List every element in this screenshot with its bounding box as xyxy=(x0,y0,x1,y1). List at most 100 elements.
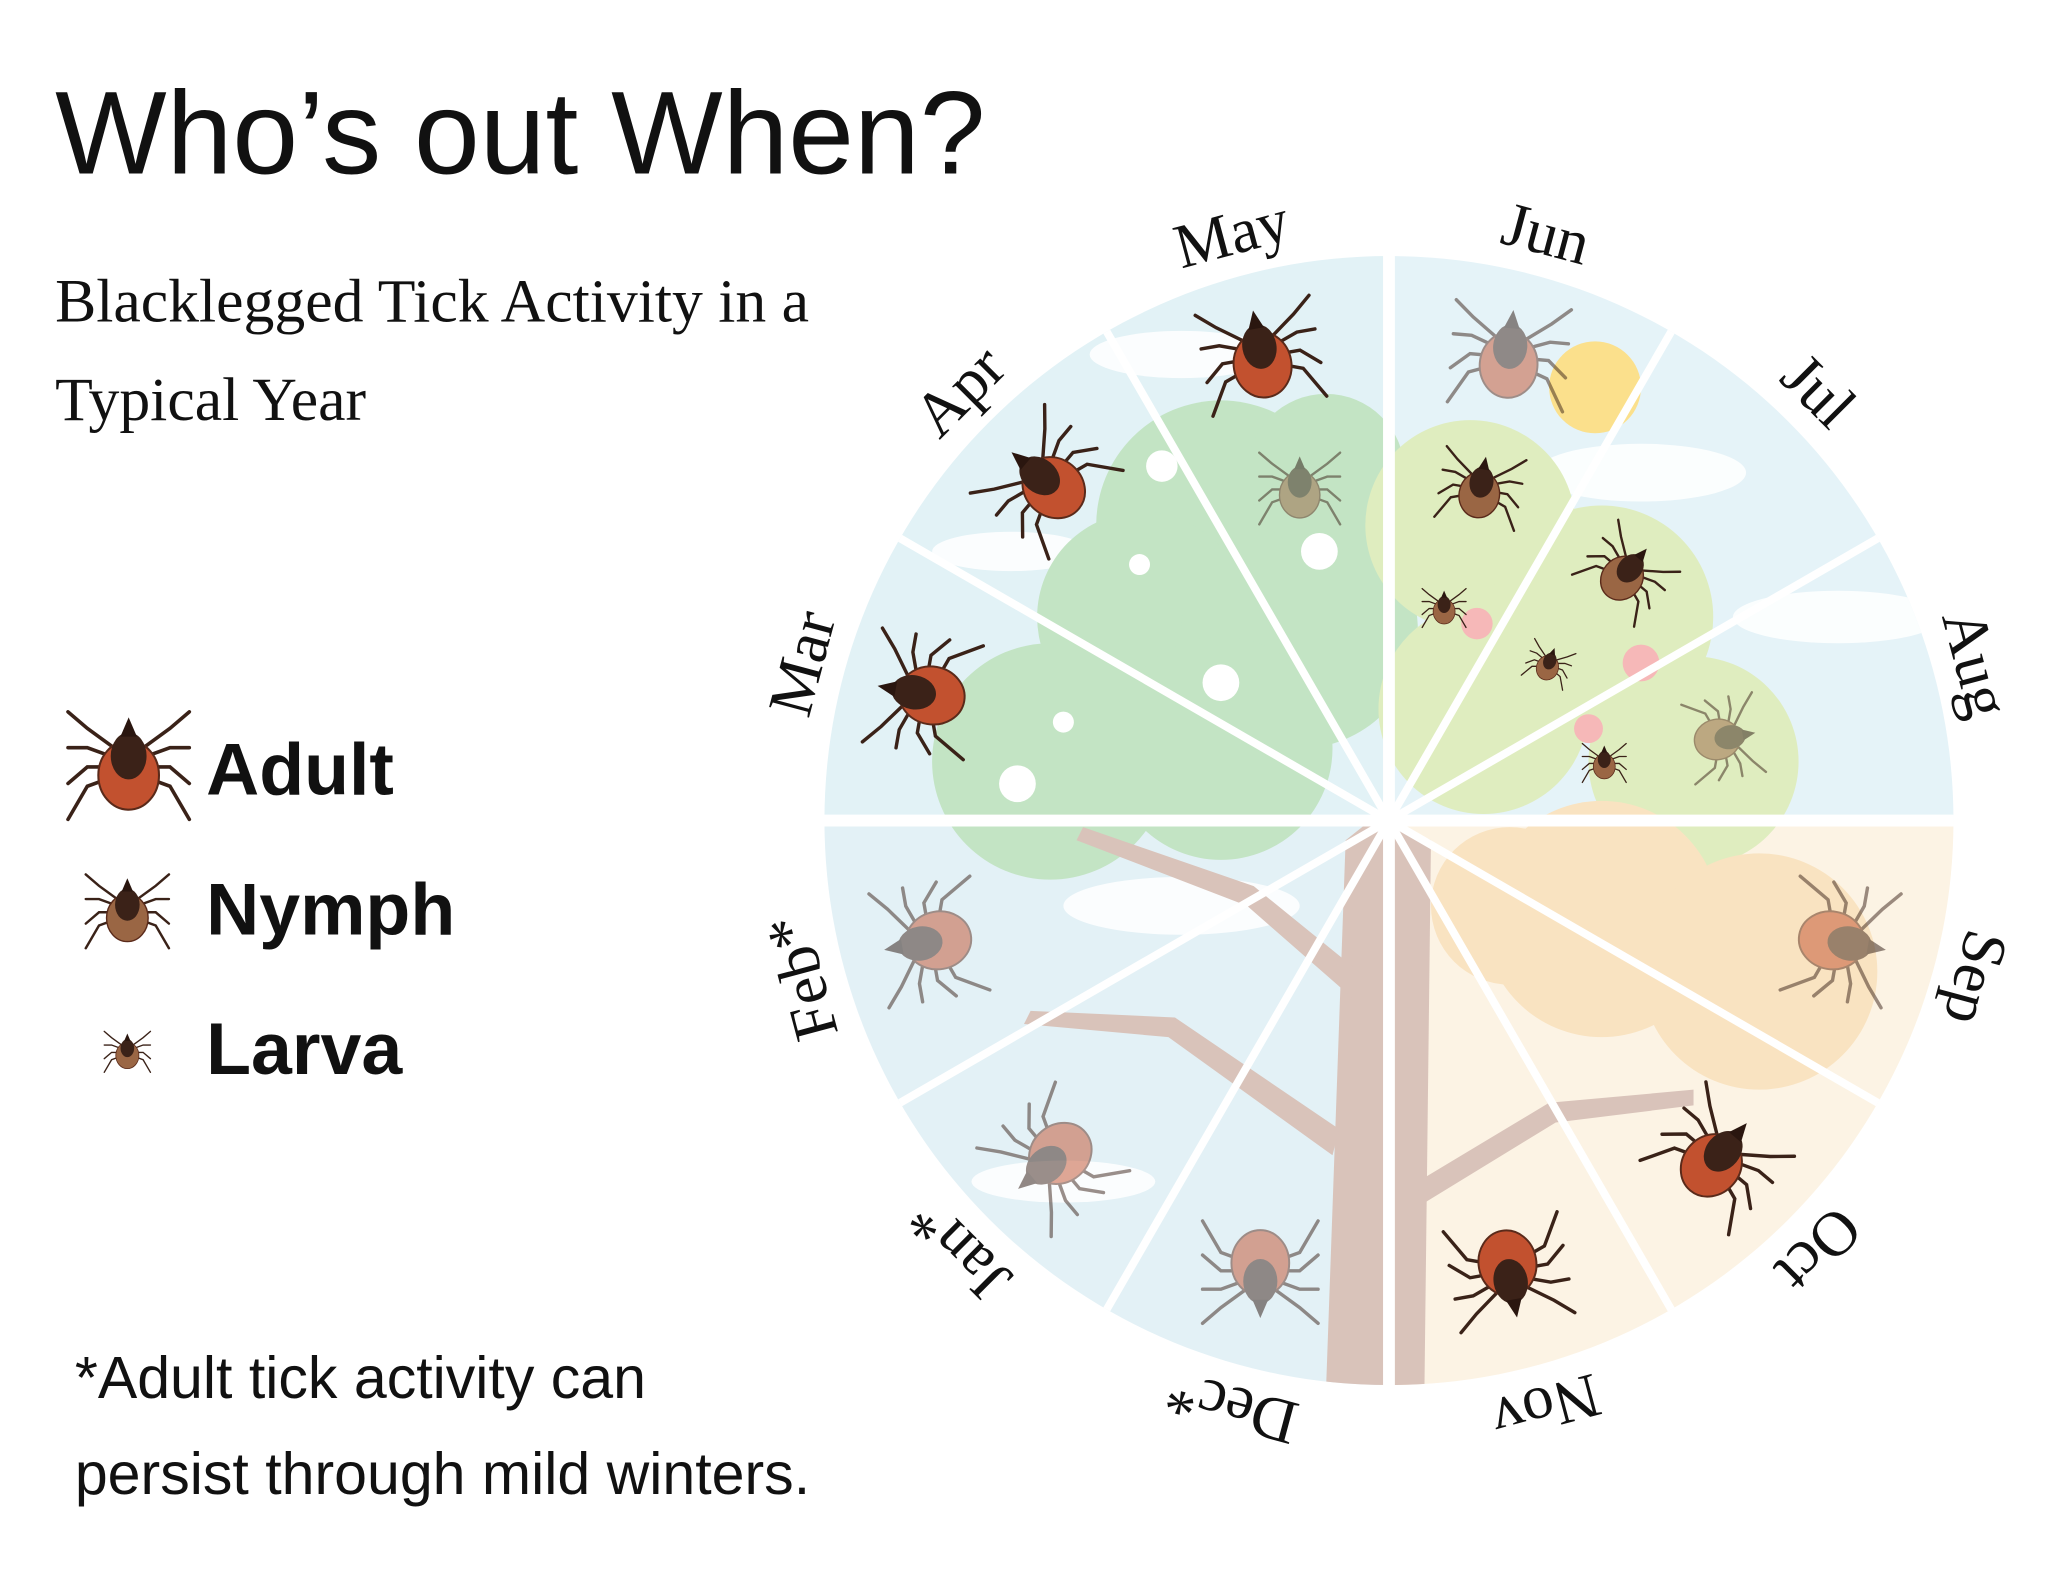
tick-head xyxy=(877,681,898,697)
tick-leg xyxy=(860,700,909,744)
tick-leg xyxy=(1520,1282,1577,1315)
tick-leg xyxy=(66,710,120,753)
tick-head xyxy=(1866,938,1886,955)
tick-head xyxy=(1011,452,1031,471)
divider-line xyxy=(1385,818,1675,1312)
tick-head xyxy=(1248,310,1264,330)
tick-scutum xyxy=(1543,652,1557,670)
tick-leg xyxy=(1447,587,1467,604)
tick-head xyxy=(1478,456,1490,471)
tick-scutum xyxy=(1437,596,1451,614)
tick-leg xyxy=(1637,569,1682,574)
tick-head xyxy=(1506,1297,1522,1318)
adult-tick xyxy=(860,626,986,762)
tick-head xyxy=(884,938,904,955)
tick-head xyxy=(1728,1123,1747,1143)
adult-tick xyxy=(1441,1210,1577,1335)
tick-leg xyxy=(867,892,916,936)
tick-head xyxy=(1294,456,1306,470)
adult-tick xyxy=(1445,298,1574,414)
sun xyxy=(1549,341,1642,434)
tick-leg xyxy=(1733,742,1768,774)
adult-tick xyxy=(867,874,992,1010)
tick-leg xyxy=(1040,402,1047,467)
tick-scutum xyxy=(898,926,943,961)
divider-line xyxy=(1103,818,1393,1312)
tick-leg xyxy=(1732,1152,1797,1159)
tick-leg xyxy=(1854,892,1903,936)
subtitle: Blacklegged Tick Activity in a xyxy=(55,268,809,336)
month-label: Aug xyxy=(1928,602,2024,725)
tick-scutum xyxy=(115,888,140,921)
adult-tick xyxy=(1778,874,1903,1010)
tick-leg xyxy=(1731,691,1754,731)
tick-leg xyxy=(1616,518,1629,562)
legend-label: Larva xyxy=(206,1007,403,1090)
tick-scutum xyxy=(1827,926,1872,961)
month-label: Sep xyxy=(1930,923,2022,1032)
month-label: Jun xyxy=(1495,188,1598,278)
divider-line xyxy=(1385,329,1675,823)
tick-leg xyxy=(975,1146,1038,1163)
legend-label: Adult xyxy=(206,727,394,810)
divider-line xyxy=(898,817,1391,1107)
tick-leg xyxy=(1553,652,1577,662)
tick-scutum xyxy=(120,1039,135,1058)
tick-leg xyxy=(880,626,913,683)
larva-tick xyxy=(103,1030,152,1074)
tick-leg xyxy=(1445,444,1477,479)
adult-tick xyxy=(968,402,1125,561)
dividers xyxy=(824,256,1954,1386)
tick-scutum xyxy=(1025,1145,1067,1185)
divider-line xyxy=(1386,817,1880,1107)
tick-scutum xyxy=(1493,324,1528,369)
tick-leg xyxy=(137,710,192,753)
tick-leg xyxy=(1519,308,1574,345)
legend: Adult Nymph Larva xyxy=(66,710,455,1090)
tick-head xyxy=(1601,745,1608,753)
tick-leg xyxy=(1704,1080,1721,1143)
tick-leg xyxy=(968,478,1031,495)
footnote: persist through mild winters. xyxy=(75,1441,810,1507)
larva-tick xyxy=(1520,637,1577,691)
tick-head xyxy=(1503,310,1520,330)
tick-scutum xyxy=(1287,466,1312,498)
tick-scutum xyxy=(1469,466,1494,498)
tick-leg xyxy=(84,873,122,903)
tick-leg xyxy=(1193,313,1250,346)
tick-leg xyxy=(133,873,171,903)
flowers xyxy=(999,450,1338,803)
tick-scutum xyxy=(891,675,936,710)
tick-head xyxy=(120,717,137,737)
tick-scutum xyxy=(1493,1259,1528,1304)
tick-scutum xyxy=(110,732,147,780)
tick-leg xyxy=(1607,742,1627,759)
tick-leg xyxy=(1421,587,1441,604)
tick-leg xyxy=(103,1030,124,1047)
nymph-tick xyxy=(84,873,171,950)
tick-head xyxy=(1549,647,1556,656)
larva-tick xyxy=(1581,742,1627,784)
tick-head xyxy=(1252,1299,1269,1319)
tick-scutum xyxy=(1714,725,1746,750)
tick-leg xyxy=(1200,1284,1252,1326)
nymph-tick xyxy=(1680,691,1768,786)
tick-head xyxy=(121,878,134,892)
tick-leg xyxy=(130,1030,152,1047)
tick-scutum xyxy=(1597,750,1611,768)
tick-head xyxy=(1018,1171,1038,1189)
tick-head xyxy=(1441,590,1448,598)
subtitle: Typical Year xyxy=(55,366,366,434)
adult-tick xyxy=(1193,293,1329,418)
tick-leg xyxy=(1459,1286,1503,1335)
tick-scutum xyxy=(1616,554,1644,583)
tick-leg xyxy=(1488,459,1528,482)
tick-scutum xyxy=(1703,1130,1743,1172)
tick-scutum xyxy=(1243,1259,1278,1304)
tick-leg xyxy=(887,953,919,1010)
tick-leg xyxy=(1305,451,1342,480)
divider-line xyxy=(1103,329,1393,823)
tick-leg xyxy=(1269,1284,1320,1326)
